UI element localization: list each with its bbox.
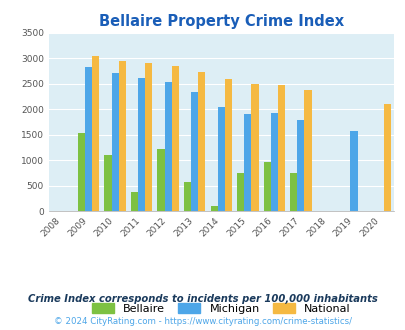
Bar [224, 79, 231, 211]
Bar [145, 63, 152, 211]
Bar [118, 61, 126, 211]
Bar [85, 67, 92, 211]
Bar [383, 104, 390, 211]
Text: © 2024 CityRating.com - https://www.cityrating.com/crime-statistics/: © 2024 CityRating.com - https://www.city… [54, 317, 351, 326]
Bar [191, 92, 198, 211]
Bar [104, 155, 111, 211]
Bar [130, 192, 138, 211]
Bar [138, 78, 145, 211]
Bar [350, 131, 357, 211]
Bar [164, 82, 171, 211]
Bar [251, 84, 258, 211]
Bar [290, 173, 296, 211]
Bar [198, 72, 205, 211]
Bar [183, 182, 191, 211]
Bar [237, 173, 244, 211]
Legend: Bellaire, Michigan, National: Bellaire, Michigan, National [87, 299, 354, 318]
Title: Bellaire Property Crime Index: Bellaire Property Crime Index [98, 14, 343, 29]
Bar [244, 115, 251, 211]
Bar [296, 119, 304, 211]
Bar [111, 73, 118, 211]
Bar [157, 149, 164, 211]
Text: Crime Index corresponds to incidents per 100,000 inhabitants: Crime Index corresponds to incidents per… [28, 294, 377, 304]
Bar [304, 90, 311, 211]
Bar [270, 114, 277, 211]
Bar [92, 56, 99, 211]
Bar [171, 66, 179, 211]
Bar [217, 107, 224, 211]
Bar [210, 206, 217, 211]
Bar [277, 85, 284, 211]
Bar [263, 162, 270, 211]
Bar [78, 133, 85, 211]
